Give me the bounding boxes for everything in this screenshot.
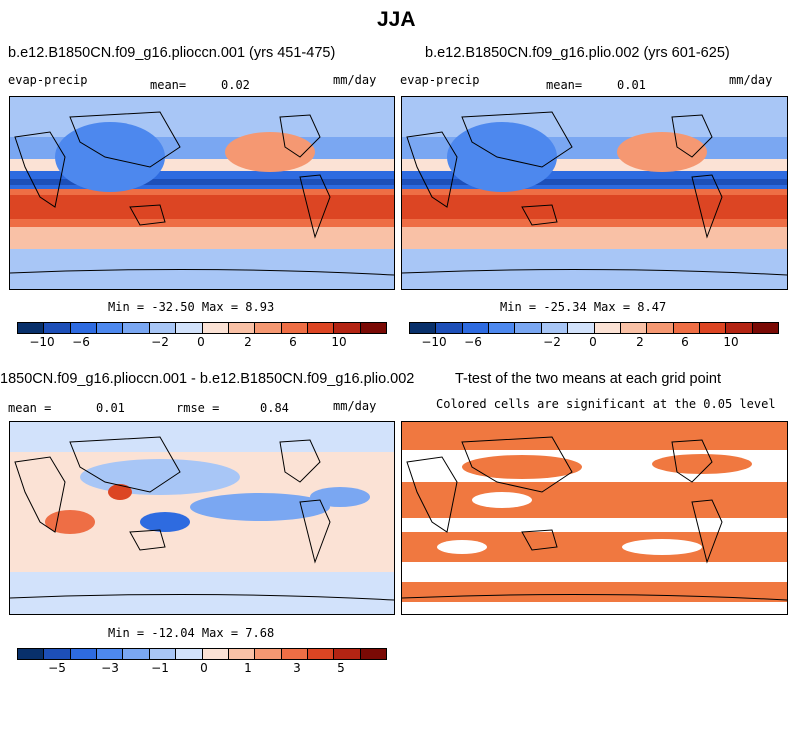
colorbar-swatch bbox=[70, 649, 98, 659]
colorbar-swatch bbox=[228, 323, 256, 333]
colorbar-swatch bbox=[97, 649, 124, 659]
panel4-title: T-test of the two means at each grid poi… bbox=[455, 371, 721, 387]
panel2-units: mm/day bbox=[729, 73, 773, 87]
colorbar-swatch bbox=[334, 649, 361, 659]
colorbar-swatch bbox=[568, 323, 595, 333]
panel3-map-svg bbox=[10, 422, 394, 614]
colorbar-swatch bbox=[176, 649, 203, 659]
colorbar-swatch bbox=[176, 323, 203, 333]
panel3-rmse-value: 0.84 bbox=[260, 401, 289, 415]
panel3-colorbar-tick: 3 bbox=[293, 661, 301, 675]
colorbar-swatch bbox=[202, 323, 229, 333]
panel2-colorbar-tick: 6 bbox=[681, 335, 689, 349]
panel2-mean-value: 0.01 bbox=[617, 78, 646, 92]
colorbar-swatch bbox=[699, 323, 727, 333]
colorbar-swatch bbox=[752, 323, 779, 333]
panel3-map bbox=[9, 421, 395, 615]
colorbar-swatch bbox=[97, 323, 124, 333]
panel3-colorbar bbox=[17, 648, 387, 660]
colorbar-swatch bbox=[255, 323, 282, 333]
panel2-colorbar-tick: 10 bbox=[723, 335, 739, 349]
panel4-subtitle: Colored cells are significant at the 0.0… bbox=[436, 397, 776, 411]
panel1-map bbox=[9, 96, 395, 290]
colorbar-swatch bbox=[360, 649, 387, 659]
panel3-units: mm/day bbox=[333, 399, 377, 413]
panel1-stats: Min = -32.50 Max = 8.93 bbox=[108, 300, 275, 314]
panel3-colorbar-tick: 0 bbox=[200, 661, 208, 675]
panel2-colorbar-tick: 2 bbox=[636, 335, 644, 349]
colorbar-swatch bbox=[594, 323, 621, 333]
colorbar-swatch bbox=[70, 323, 98, 333]
panel3-mean-label: mean = bbox=[8, 401, 52, 415]
colorbar-swatch bbox=[18, 649, 45, 659]
colorbar-swatch bbox=[620, 323, 648, 333]
panel2-map-svg bbox=[402, 97, 787, 289]
colorbar-swatch bbox=[360, 323, 387, 333]
panel2-map bbox=[401, 96, 788, 290]
colorbar-swatch bbox=[281, 649, 308, 659]
panel1-colorbar-tick: −6 bbox=[72, 335, 90, 349]
colorbar-swatch bbox=[307, 649, 335, 659]
colorbar-swatch bbox=[647, 323, 674, 333]
panel3-title: 1850CN.f09_g16.plioccn.001 - b.e12.B1850… bbox=[0, 371, 415, 387]
panel1-colorbar-tick: 0 bbox=[197, 335, 205, 349]
panel4-map-svg bbox=[402, 422, 787, 614]
panel2-variable-label: evap-precip bbox=[400, 73, 480, 87]
panel2-colorbar-tick: −6 bbox=[464, 335, 482, 349]
colorbar-swatch bbox=[202, 649, 229, 659]
figure-title: JJA bbox=[377, 8, 416, 31]
panel1-colorbar-tick: −2 bbox=[151, 335, 169, 349]
colorbar-swatch bbox=[44, 649, 71, 659]
panel3-stats: Min = -12.04 Max = 7.68 bbox=[108, 626, 275, 640]
panel2-colorbar-tick: −10 bbox=[421, 335, 447, 349]
colorbar-swatch bbox=[123, 649, 150, 659]
colorbar-swatch bbox=[515, 323, 542, 333]
colorbar-swatch bbox=[307, 323, 335, 333]
panel1-mean-label: mean= bbox=[150, 78, 187, 92]
panel3-colorbar-tick: −1 bbox=[151, 661, 169, 675]
panel4-map bbox=[401, 421, 788, 615]
panel3-mean-value: 0.01 bbox=[96, 401, 125, 415]
colorbar-swatch bbox=[726, 323, 753, 333]
colorbar-swatch bbox=[281, 323, 308, 333]
colorbar-swatch bbox=[255, 649, 282, 659]
colorbar-swatch bbox=[228, 649, 256, 659]
colorbar-swatch bbox=[489, 323, 516, 333]
panel2-mean-label: mean= bbox=[546, 78, 583, 92]
panel1-map-svg bbox=[10, 97, 394, 289]
panel3-rmse-label: rmse = bbox=[176, 401, 220, 415]
panel1-colorbar-tick: 2 bbox=[244, 335, 252, 349]
panel2-colorbar-tick: −2 bbox=[543, 335, 561, 349]
colorbar-swatch bbox=[334, 323, 361, 333]
panel1-mean-value: 0.02 bbox=[221, 78, 250, 92]
panel2-title: b.e12.B1850CN.f09_g16.plio.002 (yrs 601-… bbox=[425, 45, 730, 61]
panel2-stats: Min = -25.34 Max = 8.47 bbox=[500, 300, 667, 314]
colorbar-swatch bbox=[541, 323, 569, 333]
panel1-colorbar-tick: −10 bbox=[29, 335, 55, 349]
colorbar-swatch bbox=[462, 323, 490, 333]
colorbar-swatch bbox=[149, 649, 177, 659]
panel2-colorbar-tick: 0 bbox=[589, 335, 597, 349]
colorbar-swatch bbox=[436, 323, 463, 333]
panel1-variable-label: evap-precip bbox=[8, 73, 88, 87]
panel1-colorbar bbox=[17, 322, 387, 334]
panel3-colorbar-tick: −5 bbox=[48, 661, 66, 675]
colorbar-swatch bbox=[123, 323, 150, 333]
colorbar-swatch bbox=[410, 323, 437, 333]
colorbar-swatch bbox=[44, 323, 71, 333]
colorbar-swatch bbox=[149, 323, 177, 333]
panel3-colorbar-tick: 1 bbox=[244, 661, 252, 675]
panel1-colorbar-tick: 6 bbox=[289, 335, 297, 349]
panel3-colorbar-tick: 5 bbox=[337, 661, 345, 675]
colorbar-swatch bbox=[18, 323, 45, 333]
panel1-colorbar-tick: 10 bbox=[331, 335, 347, 349]
panel1-title: b.e12.B1850CN.f09_g16.plioccn.001 (yrs 4… bbox=[8, 45, 336, 61]
panel2-colorbar bbox=[409, 322, 779, 334]
panel1-units: mm/day bbox=[333, 73, 377, 87]
colorbar-swatch bbox=[673, 323, 700, 333]
panel3-colorbar-tick: −3 bbox=[101, 661, 119, 675]
